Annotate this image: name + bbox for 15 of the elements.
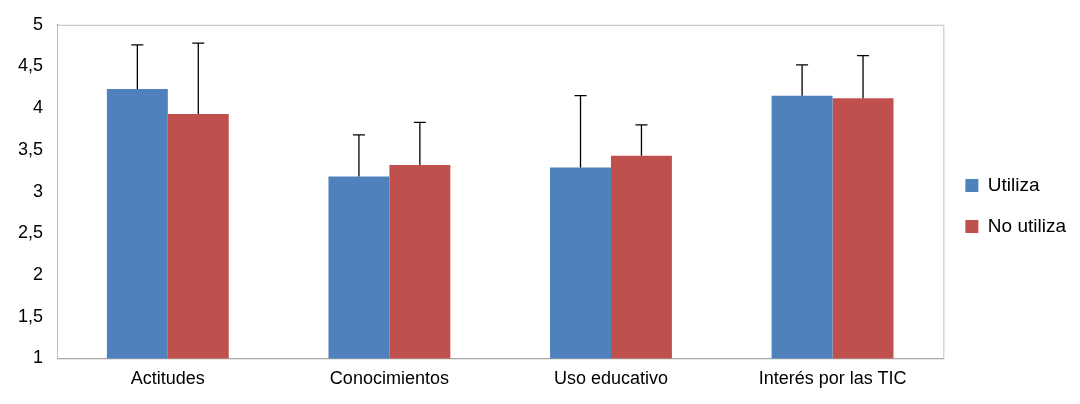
- y-tick-label: 1: [33, 347, 44, 368]
- y-tick-label: 1,5: [17, 305, 44, 326]
- x-tick-label: Actitudes: [130, 368, 205, 389]
- x-tick-label: Interés por las TIC: [758, 368, 907, 389]
- y-tick-label: 4,5: [17, 55, 44, 76]
- y-tick-label: 4: [33, 97, 44, 118]
- legend-label: Utiliza: [987, 173, 1041, 195]
- y-tick-label: 2,5: [17, 222, 44, 243]
- x-tick-label: Uso educativo: [553, 368, 669, 389]
- y-tick-label: 2: [33, 263, 44, 284]
- x-tick-label: Conocimientos: [329, 368, 449, 389]
- y-tick-label: 5: [33, 13, 44, 34]
- legend-label: No utiliza: [987, 214, 1067, 236]
- y-tick-label: 3,5: [17, 138, 44, 159]
- y-tick-label: 3: [33, 180, 44, 201]
